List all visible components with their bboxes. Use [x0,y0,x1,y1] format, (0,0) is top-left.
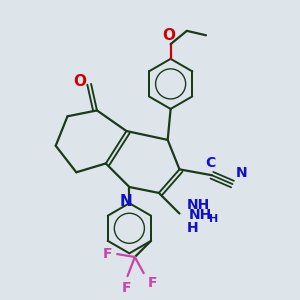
Text: O: O [73,74,86,89]
Text: O: O [162,28,175,43]
Text: H: H [187,221,199,235]
Text: N: N [236,166,247,180]
Text: NH: NH [188,208,212,222]
Text: N: N [119,194,132,208]
Text: F: F [148,276,158,290]
Text: F: F [102,247,112,261]
Text: H: H [209,214,218,224]
Text: F: F [121,281,131,296]
Text: NH: NH [187,198,210,212]
Text: C: C [205,156,215,170]
